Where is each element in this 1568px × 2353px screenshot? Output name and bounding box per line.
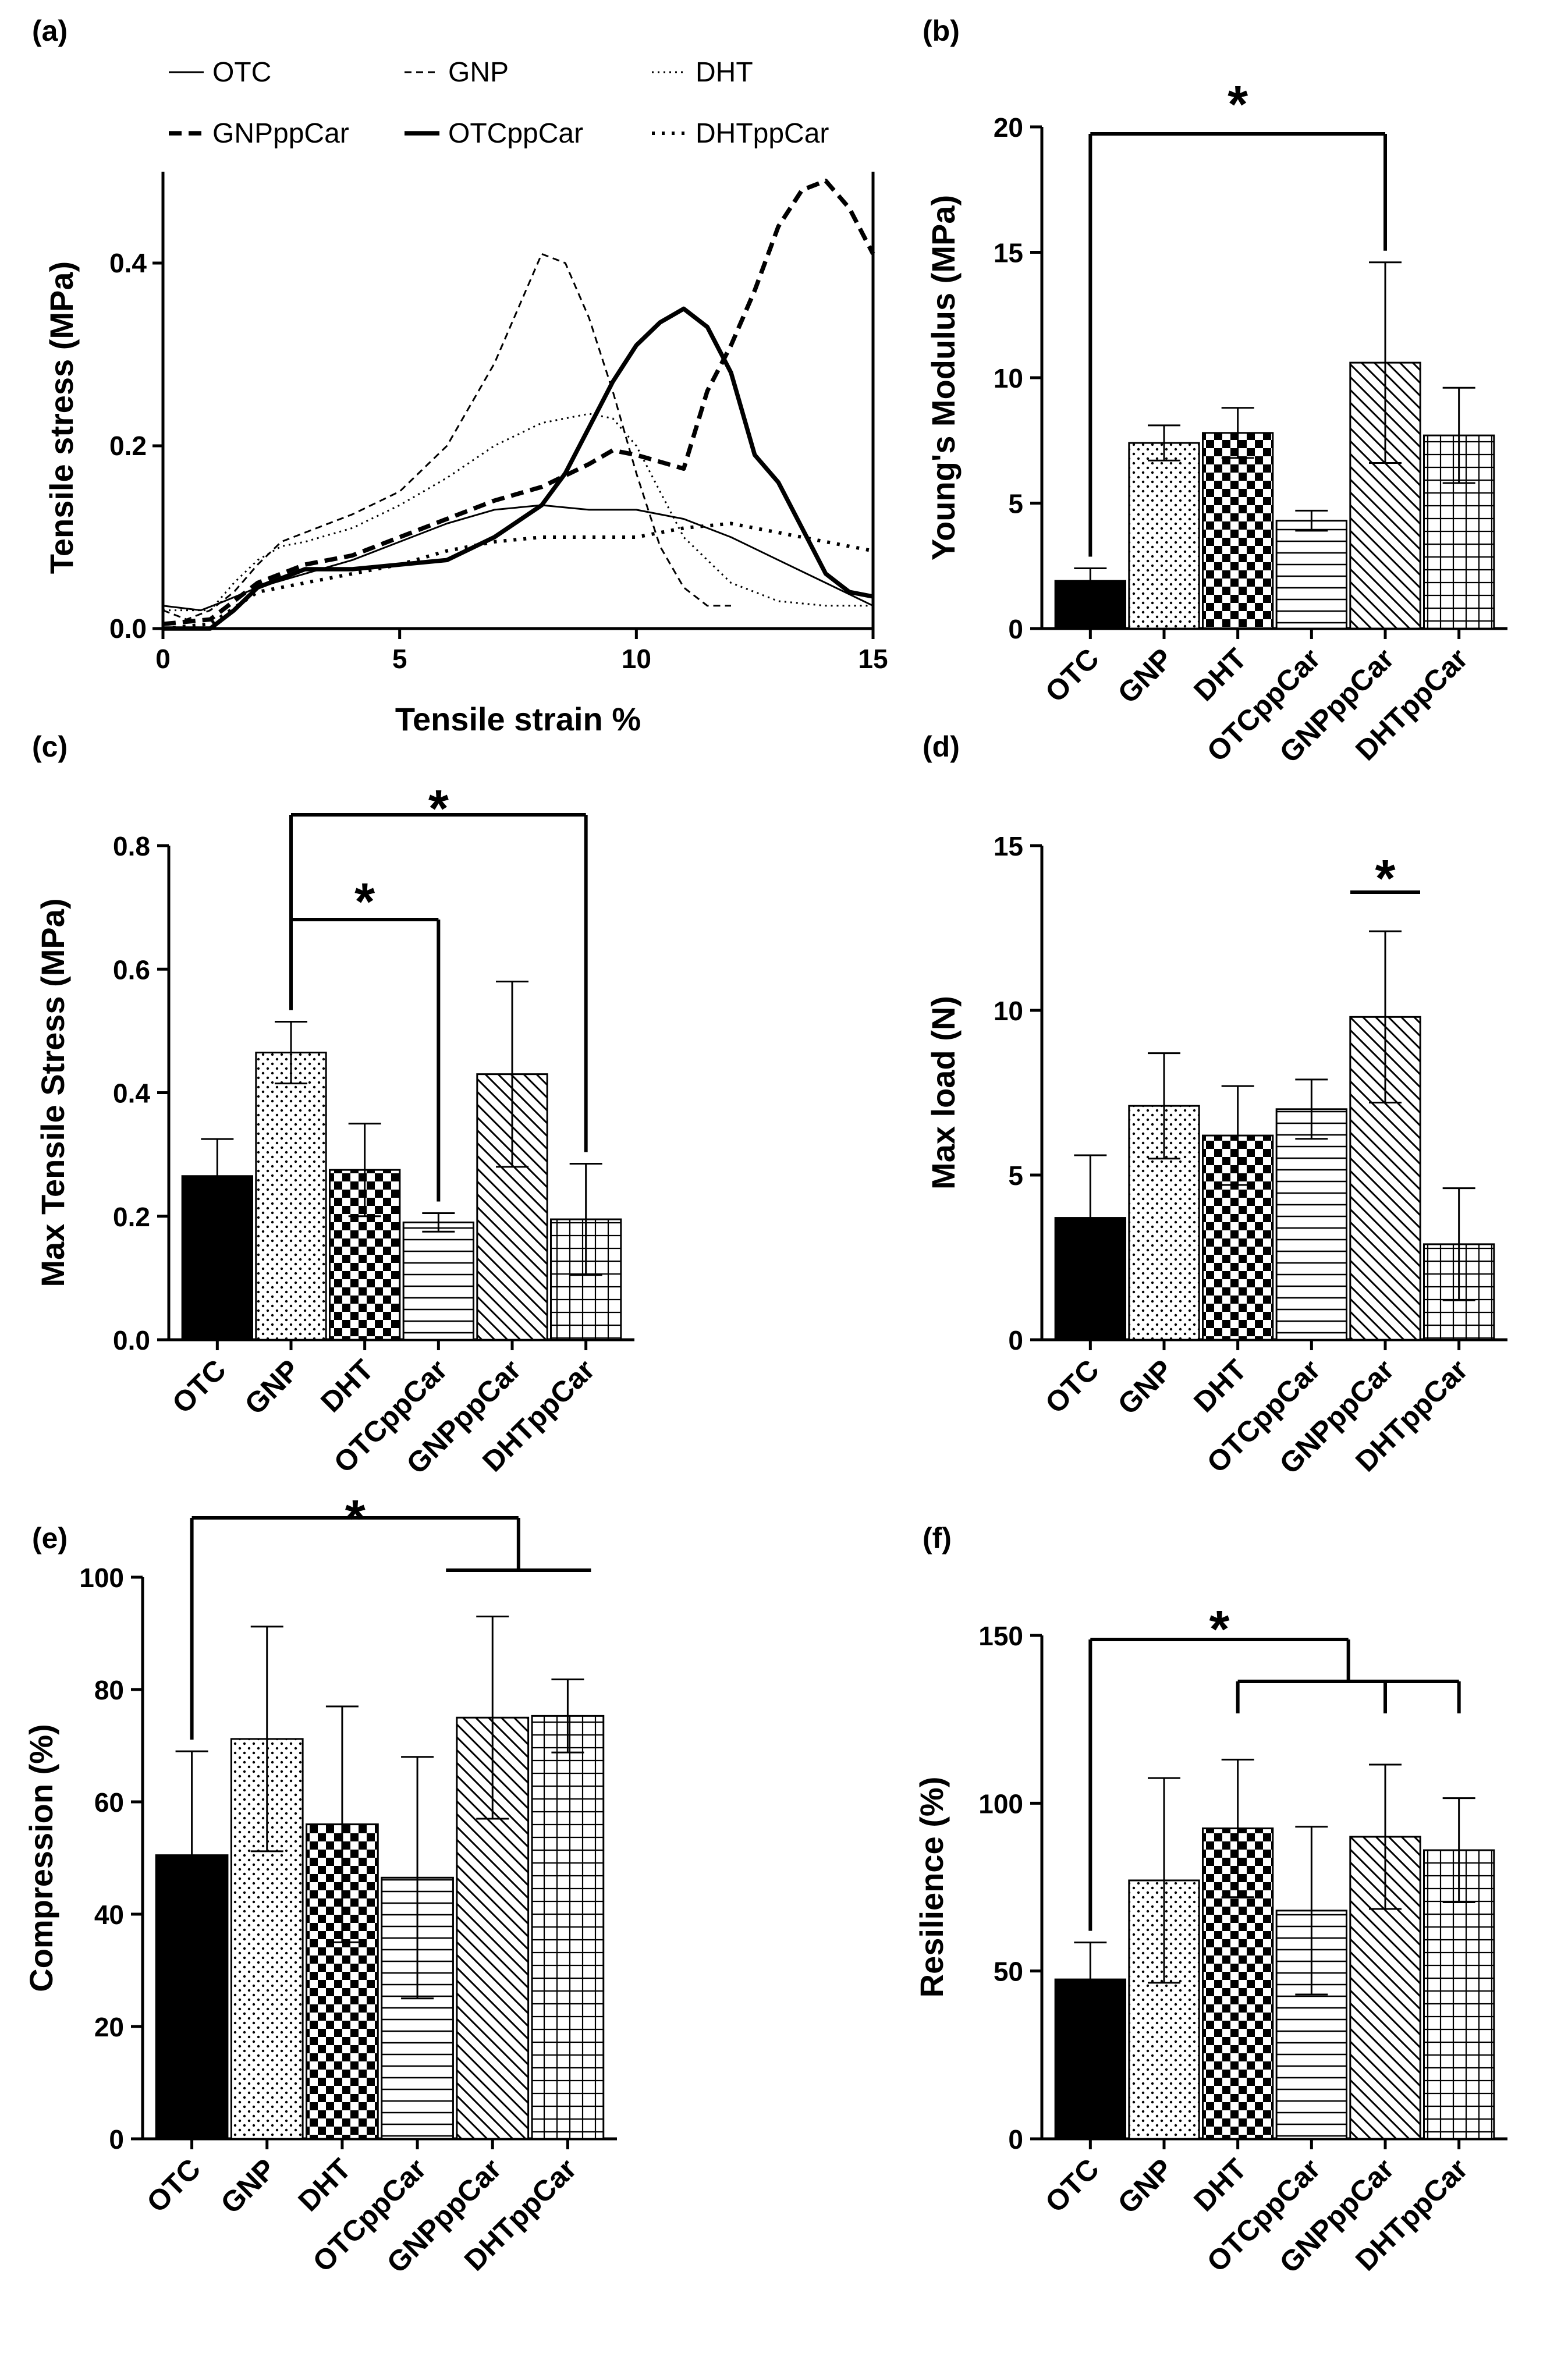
panel-a-label: (a) [32, 15, 68, 47]
legend-label-otcppcar: OTCppCar [448, 118, 583, 149]
significance-star: * [1228, 76, 1248, 134]
legend-label-otc: OTC [212, 57, 271, 88]
panel-d-label: (d) [923, 730, 960, 763]
legend-label-gnp: GNP [448, 57, 509, 88]
x-category-label: GNP [1112, 1353, 1179, 1421]
x-category-label: DHT [1187, 2152, 1253, 2217]
y-tick-label: 80 [94, 1675, 124, 1705]
y-tick-label: 100 [79, 1563, 124, 1593]
significance-star: * [345, 1490, 366, 1548]
x-category-label: GNP [1112, 2152, 1179, 2220]
y-tick-label: 20 [94, 2012, 124, 2042]
significance-star: * [1209, 1600, 1229, 1659]
x-category-label: OTC [140, 2152, 207, 2219]
y-tick-label: 150 [978, 1621, 1023, 1651]
x-category-label: GNP [214, 2152, 282, 2220]
y-tick-label: 5 [1008, 489, 1023, 519]
x-category-label: GNP [1112, 642, 1179, 709]
bar-otcppcar [1275, 520, 1348, 630]
legend-label-dht: DHT [696, 57, 753, 88]
series-line-otc [162, 504, 874, 612]
y-tick-label: 50 [994, 1957, 1023, 1987]
y-axis-title: Max load (N) [925, 996, 962, 1190]
y-tick-label: 0 [109, 2124, 124, 2155]
panel-f-label: (f) [923, 1522, 952, 1555]
series-line-dht [163, 413, 873, 612]
y-tick-label: 10 [994, 363, 1023, 393]
panel-b-label: (b) [923, 15, 960, 47]
significance-star: * [354, 873, 375, 931]
x-category-label: DHT [1187, 642, 1253, 707]
series-line-otcppcar [163, 306, 874, 631]
x-tick-label: 10 [622, 644, 651, 674]
y-tick-label: 0.0 [109, 613, 147, 644]
y-tick-label: 0.6 [113, 954, 150, 985]
legend-label-gnpppcar: GNPppCar [212, 118, 349, 149]
bar-otcppcar [1275, 1108, 1348, 1341]
y-axis-title: Tensile stress (MPa) [43, 261, 80, 574]
panel-c-bar-chart: 0.0 0.2 0.4 0.6 0.8 Max Tensile Stress (MPa) O… [34, 780, 634, 1481]
x-axis-title: Tensile strain % [395, 701, 641, 737]
x-category-label: OTC [1039, 2152, 1105, 2219]
bar-gnp [255, 1052, 327, 1341]
y-axis-title: Compression (%) [23, 1724, 59, 1992]
y-tick-label: 0.8 [113, 831, 150, 861]
y-tick-label: 100 [978, 1788, 1023, 1819]
bar-dht [1202, 432, 1274, 630]
y-axis-title: Resilience (%) [913, 1777, 950, 1998]
y-tick-label: 0.4 [109, 248, 147, 278]
y-tick-label: 20 [994, 112, 1023, 143]
y-tick-label: 60 [94, 1787, 124, 1818]
x-category-label: DHT [314, 1353, 379, 1418]
y-tick-label: 0.0 [113, 1325, 150, 1355]
y-tick-label: 0 [1008, 2124, 1023, 2155]
x-tick-label: 15 [858, 644, 888, 674]
x-category-label: DHT [292, 2152, 357, 2217]
panel-e-label: (e) [32, 1522, 68, 1555]
panel-a-line-chart: 0.0 0.2 0.4 0 5 10 15 Tensile strain % Tensile s… [43, 57, 888, 737]
y-tick-label: 15 [994, 831, 1023, 861]
significance-star: * [1375, 850, 1395, 908]
y-tick-label: 5 [1008, 1160, 1023, 1191]
y-tick-label: 0 [1008, 614, 1023, 644]
y-tick-label: 15 [994, 238, 1023, 268]
bar-otcppcar [402, 1221, 475, 1341]
series-line-dhtppcar [162, 521, 874, 630]
y-axis-title: Max Tensile Stress (MPa) [34, 898, 71, 1287]
y-tick-label: 0.4 [113, 1078, 150, 1109]
bar-dhtppcar [531, 1715, 605, 2140]
x-tick-label: 5 [392, 644, 407, 674]
y-tick-label: 0.2 [109, 431, 147, 461]
y-tick-label: 40 [94, 1900, 124, 1930]
x-category-label: OTC [166, 1353, 232, 1419]
y-axis-title: Young's Modulus (MPa) [925, 195, 962, 560]
series-line-gnpppcar [162, 178, 875, 626]
significance-star: * [428, 780, 449, 838]
panel-c-label: (c) [32, 730, 68, 763]
y-tick-label: 10 [994, 996, 1023, 1026]
y-tick-label: 0 [1008, 1325, 1023, 1355]
x-category-label: GNP [239, 1353, 306, 1421]
series-line-gnp [162, 253, 731, 620]
x-tick-label: 0 [155, 644, 171, 674]
x-category-label: OTC [1039, 1353, 1105, 1419]
y-tick-label: 0.2 [113, 1202, 150, 1232]
x-category-label: OTC [1039, 642, 1105, 708]
legend-label-dhtppcar: DHTppCar [696, 118, 829, 149]
bar-gnp [1128, 442, 1200, 630]
x-category-label: DHT [1187, 1353, 1253, 1418]
